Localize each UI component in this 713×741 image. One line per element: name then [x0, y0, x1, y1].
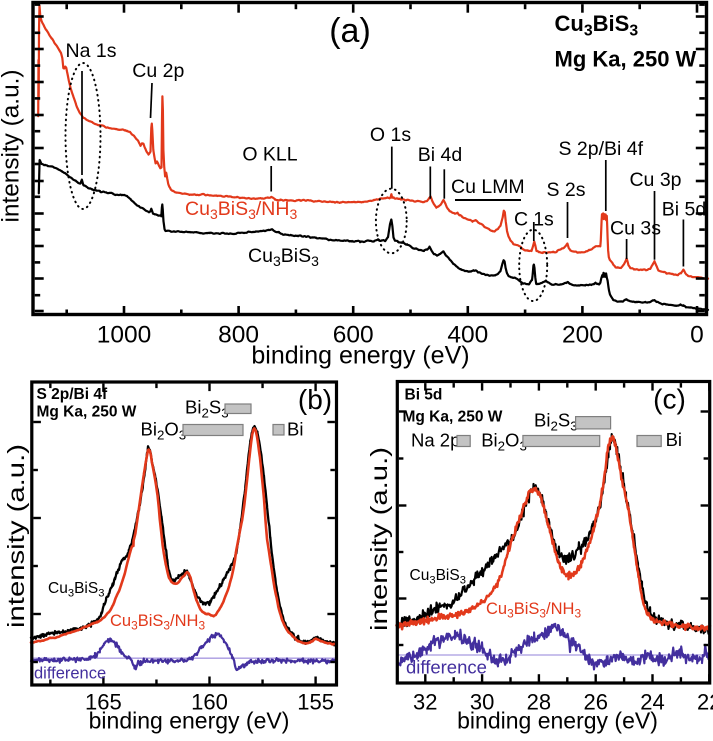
svg-text:Cu3​BiS3​: Cu3​BiS3​: [48, 580, 104, 599]
svg-text:(b): (b): [298, 384, 332, 415]
svg-text:intensity (a.u.): intensity (a.u.): [0, 70, 25, 223]
svg-text:24: 24: [640, 690, 664, 715]
svg-text:C: C: [514, 209, 528, 231]
svg-text:Cu3​BiS3​/NH3​: Cu3​BiS3​/NH3​: [185, 198, 297, 222]
svg-text:S 2p/Bi 4f: S 2p/Bi 4f: [37, 386, 108, 403]
svg-text:200: 200: [562, 322, 603, 349]
svg-text:O KLL: O KLL: [242, 144, 297, 166]
svg-text:intensity (a.u.): intensity (a.u.): [3, 444, 29, 628]
svg-text:165: 165: [85, 690, 122, 715]
svg-text:Bi: Bi: [287, 418, 303, 439]
svg-text:Cu3​BiS3​: Cu3​BiS3​: [555, 11, 639, 40]
svg-text:30: 30: [470, 690, 494, 715]
svg-text:binding energy (eV): binding energy (eV): [89, 708, 290, 734]
svg-text:Bi2​S3​: Bi2​S3​: [185, 396, 229, 420]
svg-text:Mg Ka, 250 W: Mg Ka, 250 W: [403, 409, 503, 426]
svg-text:Bi 5d: Bi 5d: [405, 387, 443, 404]
svg-text:600: 600: [333, 322, 374, 349]
svg-text:22: 22: [697, 690, 713, 715]
svg-text:Na 1s: Na 1s: [66, 40, 117, 62]
svg-text:800: 800: [218, 322, 259, 349]
svg-text:Mg Ka, 250 W: Mg Ka, 250 W: [555, 47, 697, 72]
svg-text:difference: difference: [34, 665, 106, 683]
svg-text:Bi 4d: Bi 4d: [418, 144, 462, 166]
svg-text:28: 28: [527, 690, 551, 715]
svg-text:Cu3​BiS3​/NH3​: Cu3​BiS3​/NH3​: [110, 612, 205, 633]
svg-text:Cu LMM: Cu LMM: [451, 176, 525, 198]
svg-text:Mg Ka, 250 W: Mg Ka, 250 W: [37, 404, 137, 421]
svg-text:O 1s: O 1s: [370, 124, 411, 146]
svg-text:Cu3​BiS3​: Cu3​BiS3​: [410, 567, 466, 586]
svg-text:0: 0: [690, 322, 704, 349]
svg-text:400: 400: [447, 322, 488, 349]
svg-text:Bi2​S3​: Bi2​S3​: [534, 410, 578, 434]
svg-text:Cu 2p: Cu 2p: [132, 60, 184, 82]
svg-text:intensity (a.u.): intensity (a.u.): [366, 447, 392, 631]
svg-text:32: 32: [413, 690, 437, 715]
svg-text:(a): (a): [329, 12, 371, 50]
svg-text:1s: 1s: [533, 209, 554, 231]
svg-text:Bi2​O3​: Bi2​O3​: [481, 430, 527, 454]
svg-text:(c): (c): [653, 384, 686, 415]
svg-text:S 2s: S 2s: [546, 179, 585, 201]
svg-text:S 2p/Bi 4f: S 2p/Bi 4f: [559, 138, 644, 160]
svg-text:Bi 5d: Bi 5d: [662, 199, 706, 221]
svg-text:Bi: Bi: [666, 429, 682, 450]
svg-text:1000: 1000: [97, 322, 152, 349]
svg-text:26: 26: [583, 690, 607, 715]
svg-text:Cu 3s: Cu 3s: [610, 218, 661, 240]
svg-text:difference: difference: [406, 657, 487, 678]
svg-text:155: 155: [297, 690, 334, 715]
svg-text:Na 2p: Na 2p: [411, 430, 460, 451]
svg-text:Cu 3p: Cu 3p: [629, 169, 681, 191]
svg-text:Cu3​BiS3​: Cu3​BiS3​: [248, 245, 319, 269]
svg-text:160: 160: [191, 690, 228, 715]
svg-text:binding energy (eV): binding energy (eV): [251, 342, 469, 370]
svg-text:binding energy (eV): binding energy (eV): [457, 708, 658, 734]
svg-text:Cu3​BiS3​/NH3​: Cu3​BiS3​/NH3​: [486, 600, 581, 621]
